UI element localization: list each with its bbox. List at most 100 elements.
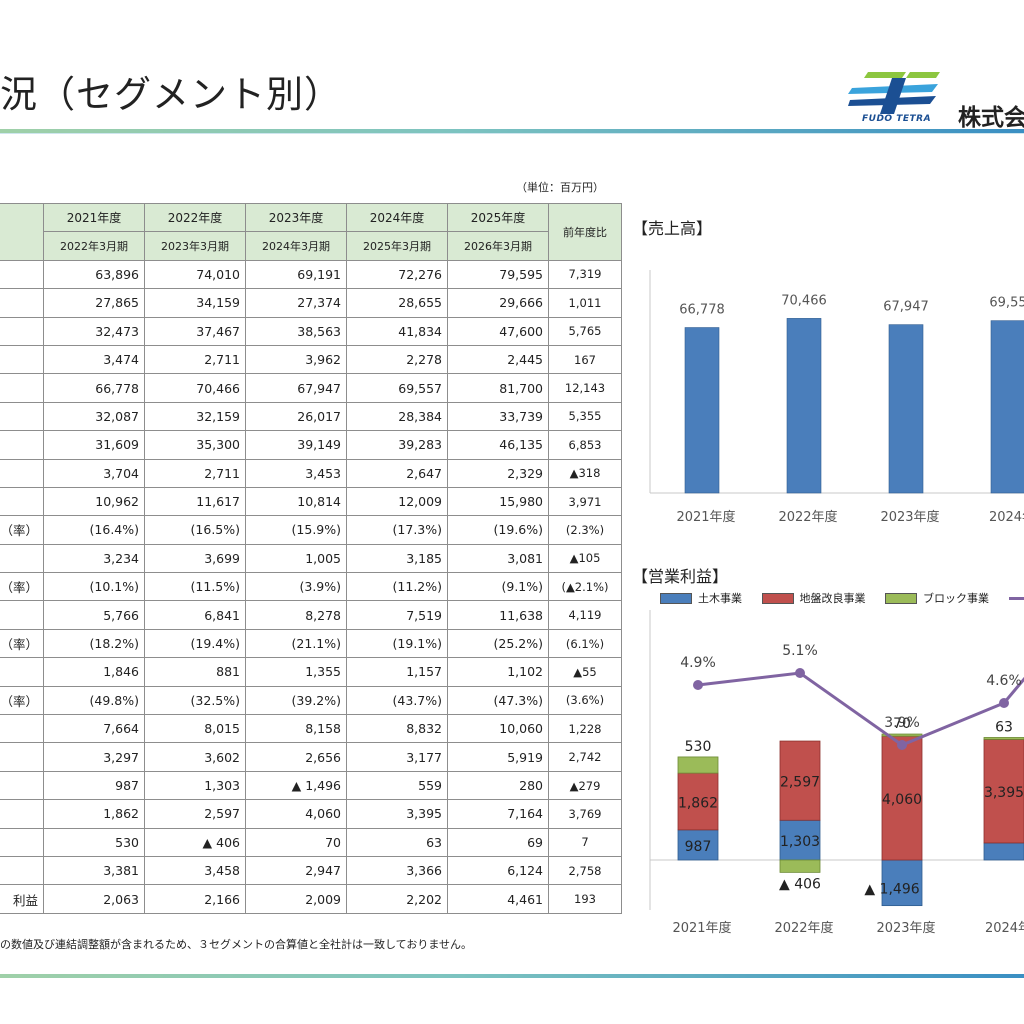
table-cell: 29,666 [447,288,549,318]
table-cell: 2,597 [144,799,246,829]
table-cell: 7,519 [346,600,448,630]
row-label: 利益 [0,884,44,914]
table-cell: (11.5%) [144,572,246,602]
yoy-cell: (2.3%) [548,515,622,545]
yoy-cell: 193 [548,884,622,914]
yoy-cell: ▲318 [548,458,622,488]
op-bar-label: 4,060 [882,792,922,808]
table-row: 987 1,303 ▲ 1,496 559 280 ▲279 [0,770,622,801]
table-cell: 11,638 [447,600,549,630]
sales-bar [888,324,924,494]
table-cell: 3,704 [43,458,145,488]
table-cell: 32,159 [144,401,246,432]
table-cell: 3,602 [144,742,246,772]
table-cell: 2,063 [43,884,145,914]
table-cell: 2,009 [245,884,347,914]
table-cell: 4,060 [245,799,347,829]
table-cell: 1,862 [43,799,145,829]
header-period: 2023年3月期 [144,231,246,261]
table-cell: 63,896 [43,259,145,290]
table-cell: (11.2%) [346,572,448,602]
table-cell: 46,135 [447,430,549,460]
table-cell: 11,617 [144,486,246,517]
table-row: 63,896 74,010 69,191 72,276 79,595 7,319 [0,259,622,290]
op-category-label: 2024年 [985,921,1024,936]
table-cell: 8,015 [144,714,246,744]
header-period: 2026年3月期 [447,231,549,261]
table-cell: 3,185 [346,543,448,574]
sales-category-label: 2023年度 [880,509,939,525]
op-bar-segment [677,772,719,831]
legend-swatch [885,592,917,604]
table-cell: 3,962 [245,344,347,375]
sales-chart-title: 【売上高】 [632,219,713,238]
legend-item-civil: 土木事業 [660,590,742,606]
table-cell: (15.9%) [245,515,347,545]
row-label [0,827,44,857]
yoy-cell: (3.6%) [548,685,622,716]
table-cell: 5,766 [43,600,145,630]
table-cell: (17.3%) [346,515,448,545]
yoy-cell: 5,765 [548,316,622,346]
sales-bar [990,320,1024,494]
table-row: 10,962 11,617 10,814 12,009 15,980 3,971 [0,486,622,517]
table-cell: (49.8%) [43,685,145,716]
op-bar-segment [779,740,821,821]
table-row: 32,087 32,159 26,017 28,384 33,739 5,355 [0,401,622,432]
table-row: 3,234 3,699 1,005 3,185 3,081 ▲105 [0,543,622,574]
row-label [0,401,44,432]
row-label [0,799,44,829]
sales-category-label: 2024年 [989,510,1024,525]
op-bar-segment [677,756,719,774]
op-category-label: 2021年度 [672,920,731,936]
row-label [0,430,44,460]
row-label [0,344,44,375]
table-cell: 74,010 [144,259,246,290]
table-row: 3,474 2,711 3,962 2,278 2,445 167 [0,344,622,375]
table-cell: 38,563 [245,316,347,346]
logo-text: FUDO TETRA [862,114,932,124]
table-row: 利益 2,063 2,166 2,009 2,202 4,461 193 [0,884,622,914]
table-cell: 1,102 [447,657,549,687]
row-label [0,316,44,346]
table-row: 3,297 3,602 2,656 3,177 5,919 2,742 [0,742,622,772]
table-cell: 31,609 [43,430,145,460]
table-cell: 35,300 [144,430,246,460]
table-row: 7,664 8,015 8,158 8,832 10,060 1,228 [0,714,622,744]
table-cell: 3,366 [346,855,448,886]
header-year: 2022年度 [144,202,246,233]
row-label [0,259,44,290]
table-cell: 1,157 [346,657,448,687]
header-period: 2022年3月期 [43,231,145,261]
table-cell: 280 [447,770,549,801]
table-cell: 2,278 [346,344,448,375]
op-margin-point [795,668,805,678]
yoy-cell: 5,355 [548,401,622,432]
op-bar-segment [881,859,923,907]
table-cell: 1,303 [144,770,246,801]
op-bar-segment [983,737,1024,740]
table-header-row-years: 2021年度 2022年度 2023年度 2024年度 2025年度 前年度比 [0,202,622,261]
table-cell: (21.1%) [245,628,347,659]
table-cell: (19.4%) [144,628,246,659]
yoy-cell: (▲2.1%) [548,572,622,602]
table-cell: (10.1%) [43,572,145,602]
yoy-cell: 3,971 [548,486,622,517]
legend-swatch [660,592,692,604]
table-cell: (19.6%) [447,515,549,545]
company-logo [848,72,940,114]
sales-value-label: 70,466 [781,293,827,308]
row-label: （率） [0,628,44,659]
table-cell: (32.5%) [144,685,246,716]
op-bar-label: 3,395 [984,785,1024,801]
op-margin-line [697,671,1024,747]
table-cell: 4,461 [447,884,549,914]
row-label [0,543,44,574]
row-label [0,600,44,630]
table-cell: 2,656 [245,742,347,772]
op-margin-label: 3.9% [884,715,920,731]
op-chart: 987 1,862 530 2021年度 1,303 2,597 ▲ 406 2022年度 ▲ … [649,610,1024,936]
table-cell: 3,234 [43,543,145,574]
op-bar-segment [779,859,821,873]
yoy-cell: ▲105 [548,543,622,574]
